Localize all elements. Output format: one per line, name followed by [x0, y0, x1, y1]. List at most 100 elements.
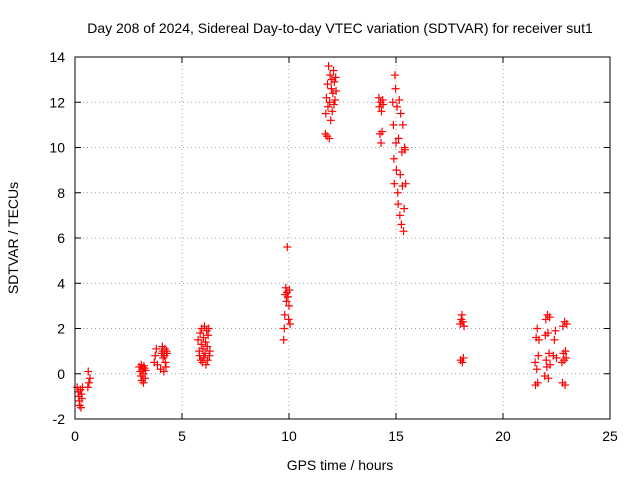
data-point [562, 319, 571, 328]
data-point [459, 353, 468, 362]
data-point [544, 374, 553, 383]
data-point [151, 351, 160, 360]
data-point [204, 331, 213, 340]
y-tick-label: 6 [57, 230, 65, 246]
data-points [73, 62, 571, 412]
data-point [83, 383, 92, 392]
data-point [323, 102, 332, 111]
data-point [395, 211, 404, 220]
data-point [458, 317, 467, 326]
data-point [141, 374, 150, 383]
y-tick-label: 10 [49, 140, 65, 156]
y-tick-label: 4 [57, 275, 65, 291]
data-point [283, 243, 292, 252]
data-point [324, 62, 333, 71]
data-point [84, 378, 93, 387]
plot-frame [74, 56, 611, 420]
data-point [139, 378, 148, 387]
data-point [543, 329, 552, 338]
data-point [561, 381, 570, 390]
data-point [460, 322, 469, 331]
data-point [77, 394, 86, 403]
data-point [545, 313, 554, 322]
data-point [393, 102, 402, 111]
data-point [325, 98, 334, 107]
data-point [550, 335, 559, 344]
data-point [285, 286, 294, 295]
data-point [141, 366, 150, 375]
data-point [76, 403, 85, 412]
data-point [321, 109, 330, 118]
data-point [279, 335, 288, 344]
data-point [394, 134, 403, 143]
data-point [390, 179, 399, 188]
chart-title: Day 208 of 2024, Sidereal Day-to-day VTE… [87, 20, 593, 36]
data-point [161, 358, 170, 367]
data-point [331, 73, 340, 82]
y-tick-label: 8 [57, 185, 65, 201]
data-point [330, 77, 339, 86]
data-point [546, 360, 555, 369]
data-point [552, 353, 561, 362]
grid [75, 57, 610, 419]
data-point [331, 95, 340, 104]
data-point [200, 322, 209, 331]
data-point [379, 100, 388, 109]
data-point [153, 360, 162, 369]
data-point [389, 120, 398, 129]
data-point [377, 107, 386, 116]
data-point [394, 200, 403, 209]
data-point [204, 324, 213, 333]
data-point [551, 326, 560, 335]
data-point [85, 374, 94, 383]
data-point [194, 335, 203, 344]
data-point [390, 71, 399, 80]
data-point [326, 116, 335, 125]
data-point [283, 292, 292, 301]
data-point [533, 378, 542, 387]
data-point [457, 310, 466, 319]
data-point [84, 367, 93, 376]
data-point [161, 362, 170, 371]
data-point [198, 344, 207, 353]
data-point [201, 349, 210, 358]
data-point [532, 365, 541, 374]
data-point [393, 188, 402, 197]
x-tick-label: 20 [495, 428, 511, 444]
data-point [458, 358, 467, 367]
x-tick-label: 5 [178, 428, 186, 444]
data-point [196, 329, 205, 338]
data-point [280, 324, 289, 333]
data-point [399, 227, 408, 236]
data-point [395, 95, 404, 104]
data-point [323, 80, 332, 89]
data-point [326, 71, 335, 80]
data-point [400, 204, 409, 213]
data-point [378, 127, 387, 136]
data-point [205, 347, 214, 356]
data-point [195, 351, 204, 360]
data-point [152, 344, 161, 353]
data-point [163, 349, 172, 358]
data-point [392, 138, 400, 147]
data-point [389, 154, 398, 163]
data-point [561, 347, 570, 356]
data-point [280, 310, 289, 319]
data-point [392, 166, 401, 175]
data-point [203, 342, 212, 351]
y-tick-label: 14 [49, 49, 65, 65]
data-point [286, 319, 295, 328]
x-tick-label: 10 [281, 428, 297, 444]
data-point [199, 333, 208, 342]
data-point [377, 138, 386, 147]
data-point [542, 356, 551, 365]
data-point [397, 220, 406, 229]
data-point [534, 335, 543, 344]
data-point [400, 145, 409, 154]
x-tick-label: 0 [71, 428, 79, 444]
data-point [545, 349, 554, 358]
y-axis-label: SDTVAR / TECUs [5, 182, 21, 294]
data-point [201, 360, 210, 369]
data-point [396, 170, 405, 179]
data-point [391, 84, 400, 93]
